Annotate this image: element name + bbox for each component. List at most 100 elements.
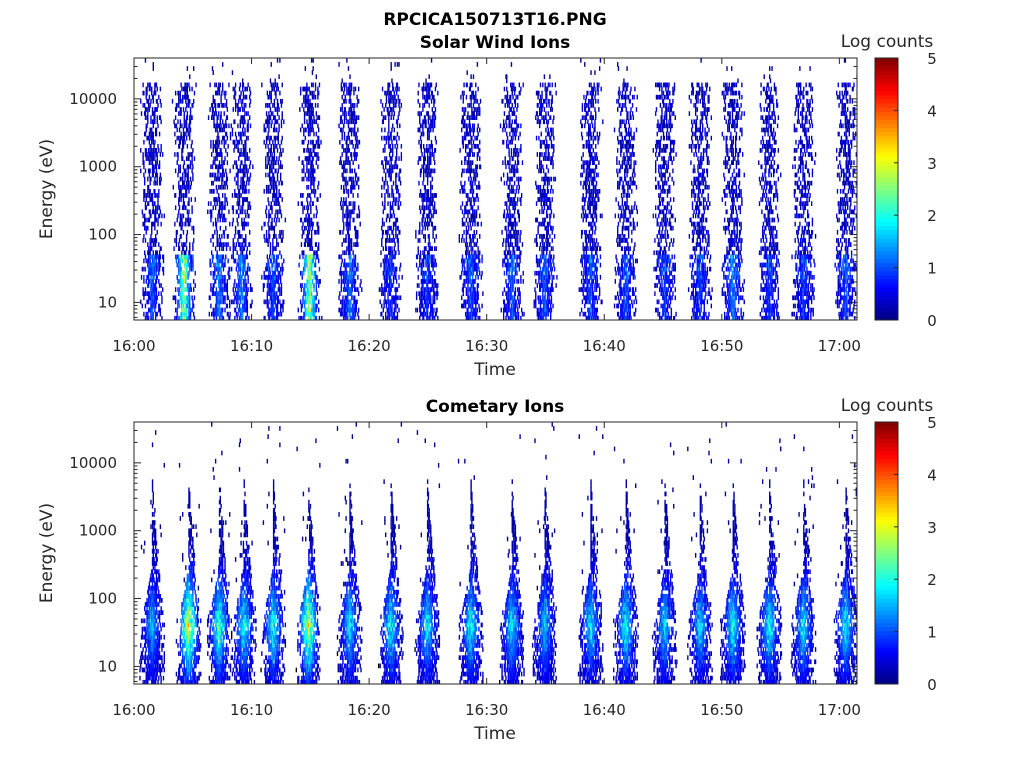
heatmap-cell (279, 270, 281, 276)
heatmap-cell (429, 242, 431, 247)
heatmap-cell (182, 303, 185, 309)
heatmap-cell (317, 283, 320, 288)
heatmap-cell (158, 258, 161, 264)
heatmap-cell (417, 250, 419, 256)
heatmap-cell (314, 270, 317, 276)
heatmap-cell (150, 270, 152, 276)
heatmap-cell (218, 111, 220, 116)
heatmap-cell (310, 283, 312, 288)
heatmap-cell (222, 242, 225, 247)
heatmap-cell (241, 127, 244, 133)
heatmap-cell (184, 270, 186, 276)
heatmap-cell (269, 135, 272, 141)
heatmap-cell (157, 266, 159, 272)
heatmap-cell (308, 115, 310, 120)
heatmap-cell (339, 160, 341, 166)
heatmap-cell (238, 94, 241, 100)
heatmap-cell (340, 115, 343, 120)
heatmap-cell (150, 234, 152, 239)
heatmap-cell (241, 295, 243, 301)
heatmap-cell (421, 283, 423, 288)
heatmap-cell (357, 115, 359, 120)
heatmap-cell (220, 274, 222, 280)
heatmap-cell (349, 254, 351, 260)
heatmap-cell (430, 189, 432, 194)
heatmap-cell (467, 250, 469, 256)
heatmap-cell (428, 143, 430, 149)
heatmap-cell (350, 307, 353, 313)
heatmap-cell (307, 86, 309, 92)
heatmap-cell (461, 234, 464, 239)
heatmap-cell (232, 254, 234, 260)
heatmap-cell (244, 303, 246, 309)
heatmap-cell (391, 254, 393, 260)
heatmap-cell (395, 229, 397, 235)
heatmap-cell (144, 254, 147, 260)
heatmap-cell (236, 201, 238, 206)
heatmap-cell (387, 229, 389, 235)
heatmap-cell (190, 180, 193, 186)
heatmap-cell (431, 143, 434, 149)
heatmap-cell (466, 229, 468, 235)
heatmap-cell (307, 299, 310, 305)
heatmap-cell (239, 287, 241, 292)
heatmap-cell (309, 266, 311, 272)
heatmap-cell (218, 82, 220, 88)
heatmap-cell (464, 270, 467, 276)
heatmap-cell (153, 148, 155, 153)
heatmap-cell (146, 217, 148, 223)
heatmap-cell (272, 311, 275, 317)
heatmap-cell (282, 299, 284, 305)
heatmap-cell (151, 148, 153, 153)
heatmap-cell (223, 295, 225, 301)
heatmap-cell (398, 295, 400, 301)
heatmap-cell (316, 274, 318, 280)
heatmap-cell (210, 213, 212, 219)
heatmap-cell (147, 193, 149, 198)
heatmap-cell (159, 311, 162, 317)
heatmap-cell (147, 184, 150, 190)
heatmap-cell (186, 295, 189, 301)
heatmap-cell (211, 254, 214, 260)
heatmap-cell (389, 90, 392, 96)
heatmap-cell (388, 315, 391, 320)
heatmap-cell (235, 193, 238, 198)
heatmap-cell (357, 176, 360, 182)
heatmap-cell (216, 250, 218, 256)
heatmap-cell (212, 139, 214, 145)
heatmap-cell (149, 270, 151, 276)
heatmap-cell (218, 307, 220, 313)
heatmap-cell (221, 168, 224, 174)
heatmap-cell (211, 287, 214, 292)
heatmap-cell (244, 143, 246, 149)
heatmap-cell (299, 217, 302, 223)
heatmap-cell (151, 238, 154, 243)
heatmap-cell (428, 213, 430, 219)
heatmap-cell (471, 307, 473, 313)
heatmap-cell (154, 131, 157, 137)
heatmap-cell (342, 299, 344, 305)
heatmap-cell (463, 107, 465, 112)
heatmap-cell (314, 262, 316, 268)
heatmap-cell (343, 131, 346, 137)
heatmap-cell (351, 315, 354, 320)
heatmap-cell (395, 217, 398, 223)
heatmap-cell (225, 123, 227, 129)
heatmap-cell (464, 107, 467, 112)
heatmap-cell (218, 274, 221, 280)
heatmap-cell (242, 180, 245, 186)
heatmap-cell (349, 279, 351, 284)
heatmap-cell (221, 86, 224, 92)
heatmap-cell (249, 266, 251, 272)
heatmap-cell (461, 160, 463, 166)
heatmap-cell (209, 295, 211, 301)
heatmap-cell (395, 98, 398, 104)
heatmap-cell (344, 270, 347, 276)
heatmap-cell (151, 303, 154, 309)
heatmap-cell (188, 250, 190, 256)
heatmap-cell (278, 107, 280, 112)
heatmap-cell (391, 78, 393, 84)
heatmap-cell (192, 98, 195, 104)
heatmap-cell (178, 246, 181, 251)
heatmap-cell (426, 303, 429, 309)
